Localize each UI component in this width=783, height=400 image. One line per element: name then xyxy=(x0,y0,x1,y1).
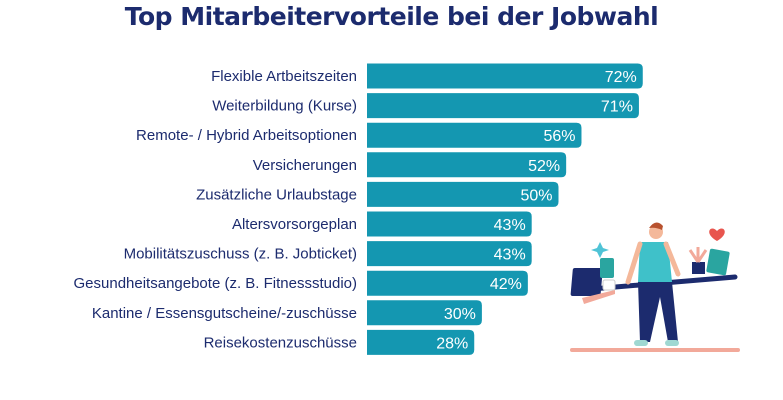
bar xyxy=(367,300,482,326)
value-label: 71% xyxy=(601,99,633,116)
bar xyxy=(367,63,643,89)
value-label: 43% xyxy=(494,247,526,264)
category-label: Flexible Artbeitszeiten xyxy=(211,68,357,85)
bar xyxy=(367,181,559,207)
value-label: 72% xyxy=(605,69,637,86)
category-label: Gesundheitsangebote (z. B. Fitnessstudio… xyxy=(74,275,358,292)
value-label: 42% xyxy=(490,276,522,293)
bar xyxy=(367,93,639,119)
value-label: 52% xyxy=(528,158,560,175)
bar xyxy=(367,241,532,267)
value-label: 28% xyxy=(436,335,468,352)
category-label: Zusätzliche Urlaubstage xyxy=(196,186,357,203)
category-label: Versicherungen xyxy=(253,157,357,174)
category-label: Mobilitätszuschuss (z. B. Jobticket) xyxy=(124,246,357,263)
category-label: Weiterbildung (Kurse) xyxy=(212,98,357,115)
category-label: Reisekostenzuschüsse xyxy=(204,334,357,351)
bar xyxy=(367,122,582,148)
value-label: 50% xyxy=(520,187,552,204)
chart-title: Top Mitarbeitervorteile bei der Jobwahl xyxy=(124,2,659,31)
value-label: 43% xyxy=(494,217,526,234)
bar xyxy=(367,152,567,178)
category-label: Kantine / Essensgutscheine/-zuschüsse xyxy=(92,305,357,322)
bar xyxy=(367,270,528,296)
illustration-work-life-balance-icon xyxy=(570,222,740,352)
bar xyxy=(367,329,475,355)
category-label: Altersvorsorgeplan xyxy=(232,216,357,233)
bar xyxy=(367,211,532,237)
value-label: 56% xyxy=(543,128,575,145)
category-label: Remote- / Hybrid Arbeitsoptionen xyxy=(136,127,357,144)
value-label: 30% xyxy=(444,306,476,323)
